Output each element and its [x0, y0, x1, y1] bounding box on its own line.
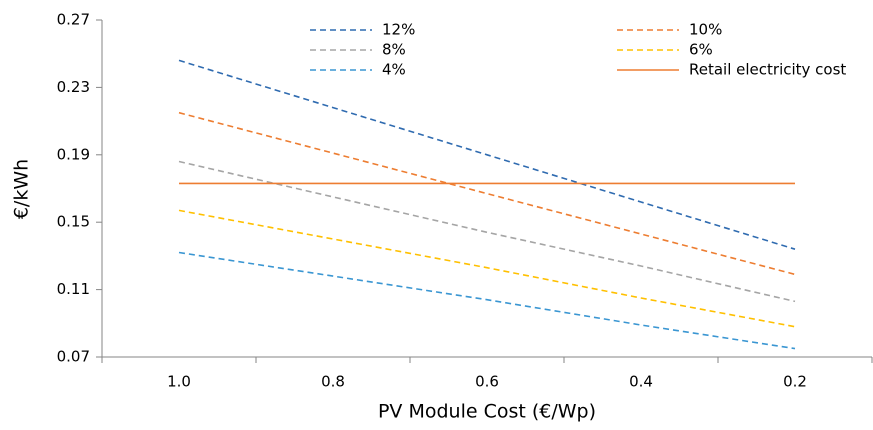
x-axis-title: PV Module Cost (€/Wp): [378, 401, 596, 423]
legend-label: 12%: [382, 21, 415, 39]
series-line: [178, 160, 796, 303]
x-tick-label: 0.4: [629, 373, 653, 391]
y-tick-label: 0.11: [57, 280, 90, 298]
series-line: [178, 251, 796, 350]
series-line: [178, 209, 796, 328]
y-tick-label: 0.15: [57, 213, 90, 231]
y-tick-label: 0.07: [57, 348, 90, 366]
legend-label: 4%: [382, 61, 406, 79]
y-axis-title: €/kWh: [11, 159, 33, 219]
x-tick-label: 1.0: [167, 373, 191, 391]
y-tick-label: 0.19: [57, 145, 90, 163]
x-tick-label: 0.8: [321, 373, 345, 391]
y-tick-label: 0.23: [57, 78, 90, 96]
series-line: [178, 111, 796, 276]
legend-label: 6%: [689, 41, 713, 59]
legend-label: 8%: [382, 41, 406, 59]
x-tick-label: 0.2: [783, 373, 807, 391]
y-tick-label: 0.27: [57, 11, 90, 29]
legend-label: 10%: [689, 21, 722, 39]
x-tick-label: 0.6: [475, 373, 499, 391]
legend-label: Retail electricity cost: [689, 61, 846, 79]
series-line: [178, 59, 796, 250]
